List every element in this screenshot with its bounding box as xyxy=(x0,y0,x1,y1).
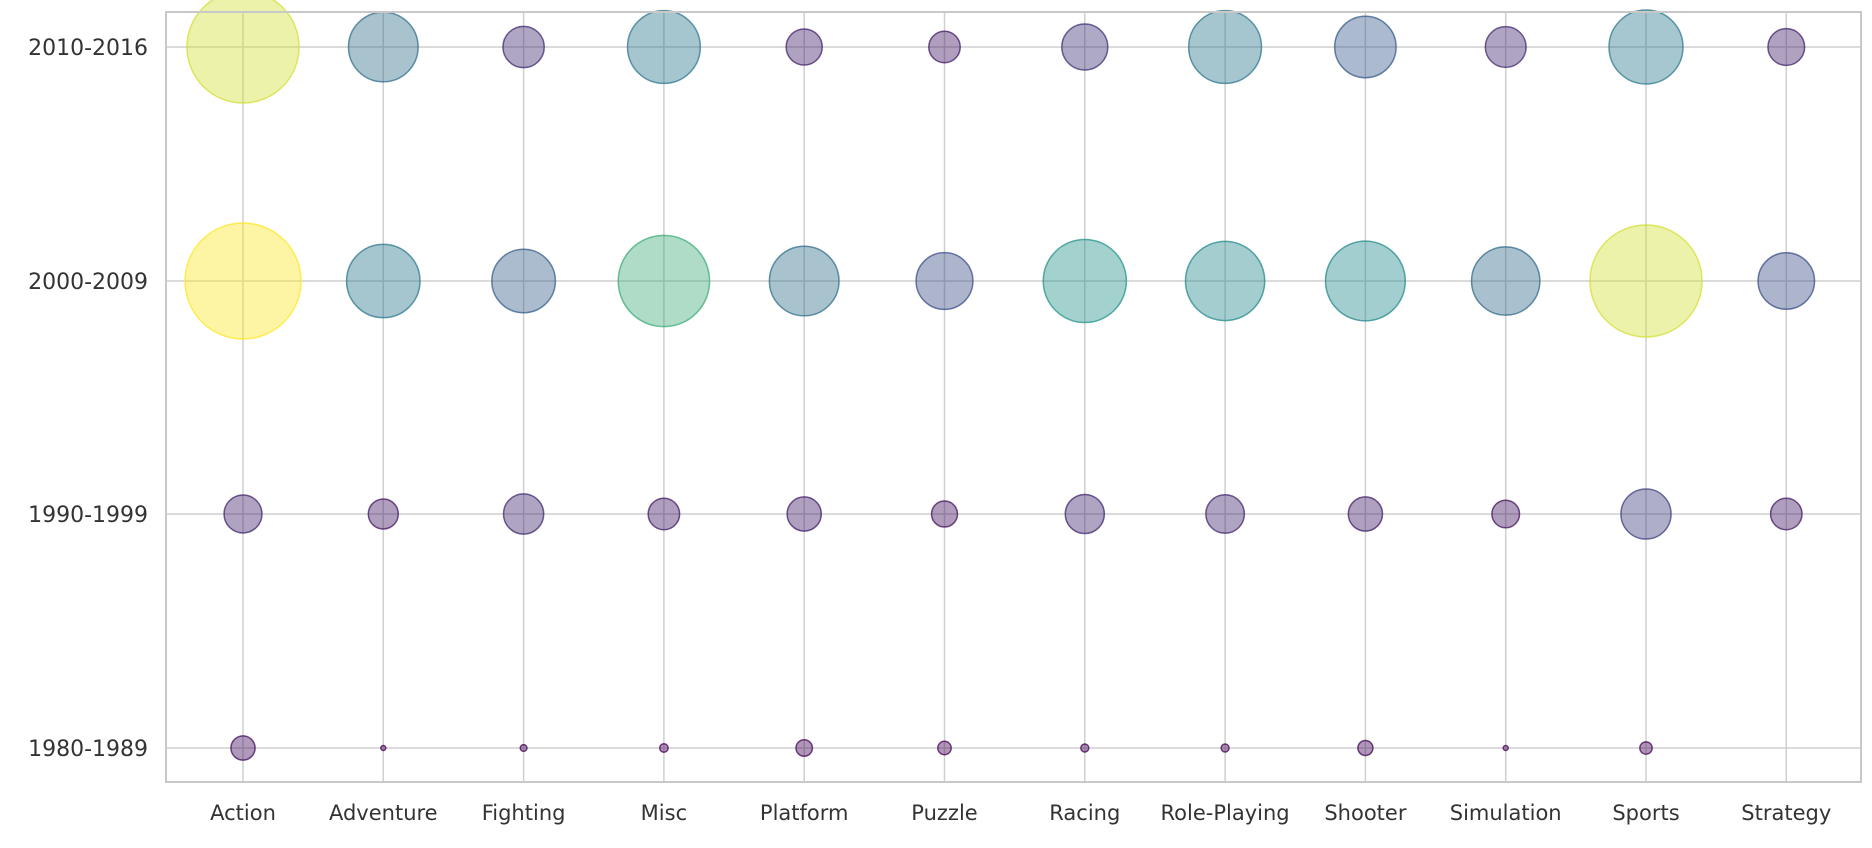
bubble-role-playing-1990-1999 xyxy=(1205,494,1246,534)
x-tick-label: Shooter xyxy=(1324,801,1406,825)
bubble-sports-2000-2009 xyxy=(1589,224,1703,338)
bubble-adventure-1980-1989 xyxy=(380,744,387,752)
y-tick-label: 2010-2016 xyxy=(28,36,148,61)
bubble-adventure-2000-2009 xyxy=(345,243,421,319)
bubble-fighting-1980-1989 xyxy=(519,743,528,753)
bubble-simulation-1990-1999 xyxy=(1491,499,1521,529)
bubble-racing-2010-2016 xyxy=(1061,23,1109,71)
x-tick-label: Fighting xyxy=(482,801,566,825)
bubble-misc-2000-2009 xyxy=(617,234,711,328)
bubble-puzzle-2010-2016 xyxy=(928,30,961,64)
bubble-platform-2000-2009 xyxy=(768,245,840,317)
bubble-puzzle-1990-1999 xyxy=(930,500,959,528)
y-tick-label: 1980-1989 xyxy=(28,737,148,762)
bubble-strategy-2000-2009 xyxy=(1757,252,1816,310)
bubble-platform-1990-1999 xyxy=(786,496,823,532)
bubble-shooter-1980-1989 xyxy=(1357,739,1374,757)
bubble-action-2010-2016 xyxy=(186,0,300,104)
bubble-fighting-2010-2016 xyxy=(502,25,545,69)
bubble-role-playing-2000-2009 xyxy=(1184,240,1266,322)
y-tick-label: 1990-1999 xyxy=(28,503,148,528)
bubble-sports-1990-1999 xyxy=(1620,488,1672,540)
x-tick-label: Adventure xyxy=(329,801,438,825)
bubble-simulation-2000-2009 xyxy=(1470,246,1541,316)
x-tick-label: Sports xyxy=(1612,801,1679,825)
bubble-simulation-2010-2016 xyxy=(1484,25,1527,69)
bubble-racing-1980-1989 xyxy=(1080,743,1090,753)
x-tick-labels: Action Adventure Fighting Misc Platform Puzzl… xyxy=(210,801,1831,825)
bubble-platform-2010-2016 xyxy=(785,28,823,66)
x-tick-label: Puzzle xyxy=(911,801,977,825)
bubbles xyxy=(184,0,1816,761)
y-tick-label: 2000-2009 xyxy=(28,270,148,295)
bubble-puzzle-1980-1989 xyxy=(937,740,952,756)
bubble-misc-1990-1999 xyxy=(647,497,681,531)
x-tick-label: Platform xyxy=(760,801,849,825)
x-tick-label: Simulation xyxy=(1450,801,1562,825)
bubble-sports-1980-1989 xyxy=(1639,741,1653,755)
plot-frame xyxy=(165,11,1862,783)
x-tick-label: Misc xyxy=(641,801,687,825)
bubble-sports-2010-2016 xyxy=(1608,9,1684,85)
grid-lines xyxy=(166,12,1861,782)
bubble-action-1980-1989 xyxy=(230,735,256,761)
x-tick-label: Action xyxy=(210,801,276,825)
bubble-role-playing-2010-2016 xyxy=(1187,9,1263,85)
bubble-role-playing-1980-1989 xyxy=(1220,743,1230,753)
bubble-racing-1990-1999 xyxy=(1064,493,1106,535)
bubble-action-2000-2009 xyxy=(184,222,302,340)
x-tick-label: Role-Playing xyxy=(1161,801,1290,825)
bubble-misc-2010-2016 xyxy=(626,9,702,85)
bubble-strategy-2010-2016 xyxy=(1767,27,1806,67)
bubble-racing-2000-2009 xyxy=(1042,238,1128,324)
x-tick-label: Racing xyxy=(1049,801,1120,825)
bubble-fighting-1990-1999 xyxy=(502,493,545,535)
x-tick-label: Strategy xyxy=(1741,801,1831,825)
bubble-shooter-2010-2016 xyxy=(1333,15,1397,79)
y-tick-labels: 1980-1989 1990-1999 2000-2009 2010-2016 xyxy=(28,36,148,762)
bubble-simulation-1980-1989 xyxy=(1502,744,1509,752)
bubble-platform-1980-1989 xyxy=(795,739,814,757)
bubble-adventure-2010-2016 xyxy=(347,11,419,83)
bubble-shooter-2000-2009 xyxy=(1324,240,1407,322)
bubble-action-1990-1999 xyxy=(223,494,263,534)
bubble-adventure-1990-1999 xyxy=(367,498,400,530)
bubble-puzzle-2000-2009 xyxy=(915,251,974,311)
bubble-fighting-2000-2009 xyxy=(491,248,557,314)
bubble-misc-1980-1989 xyxy=(658,743,669,753)
bubble-strategy-1990-1999 xyxy=(1769,497,1803,531)
bubble-shooter-1990-1999 xyxy=(1347,496,1384,532)
